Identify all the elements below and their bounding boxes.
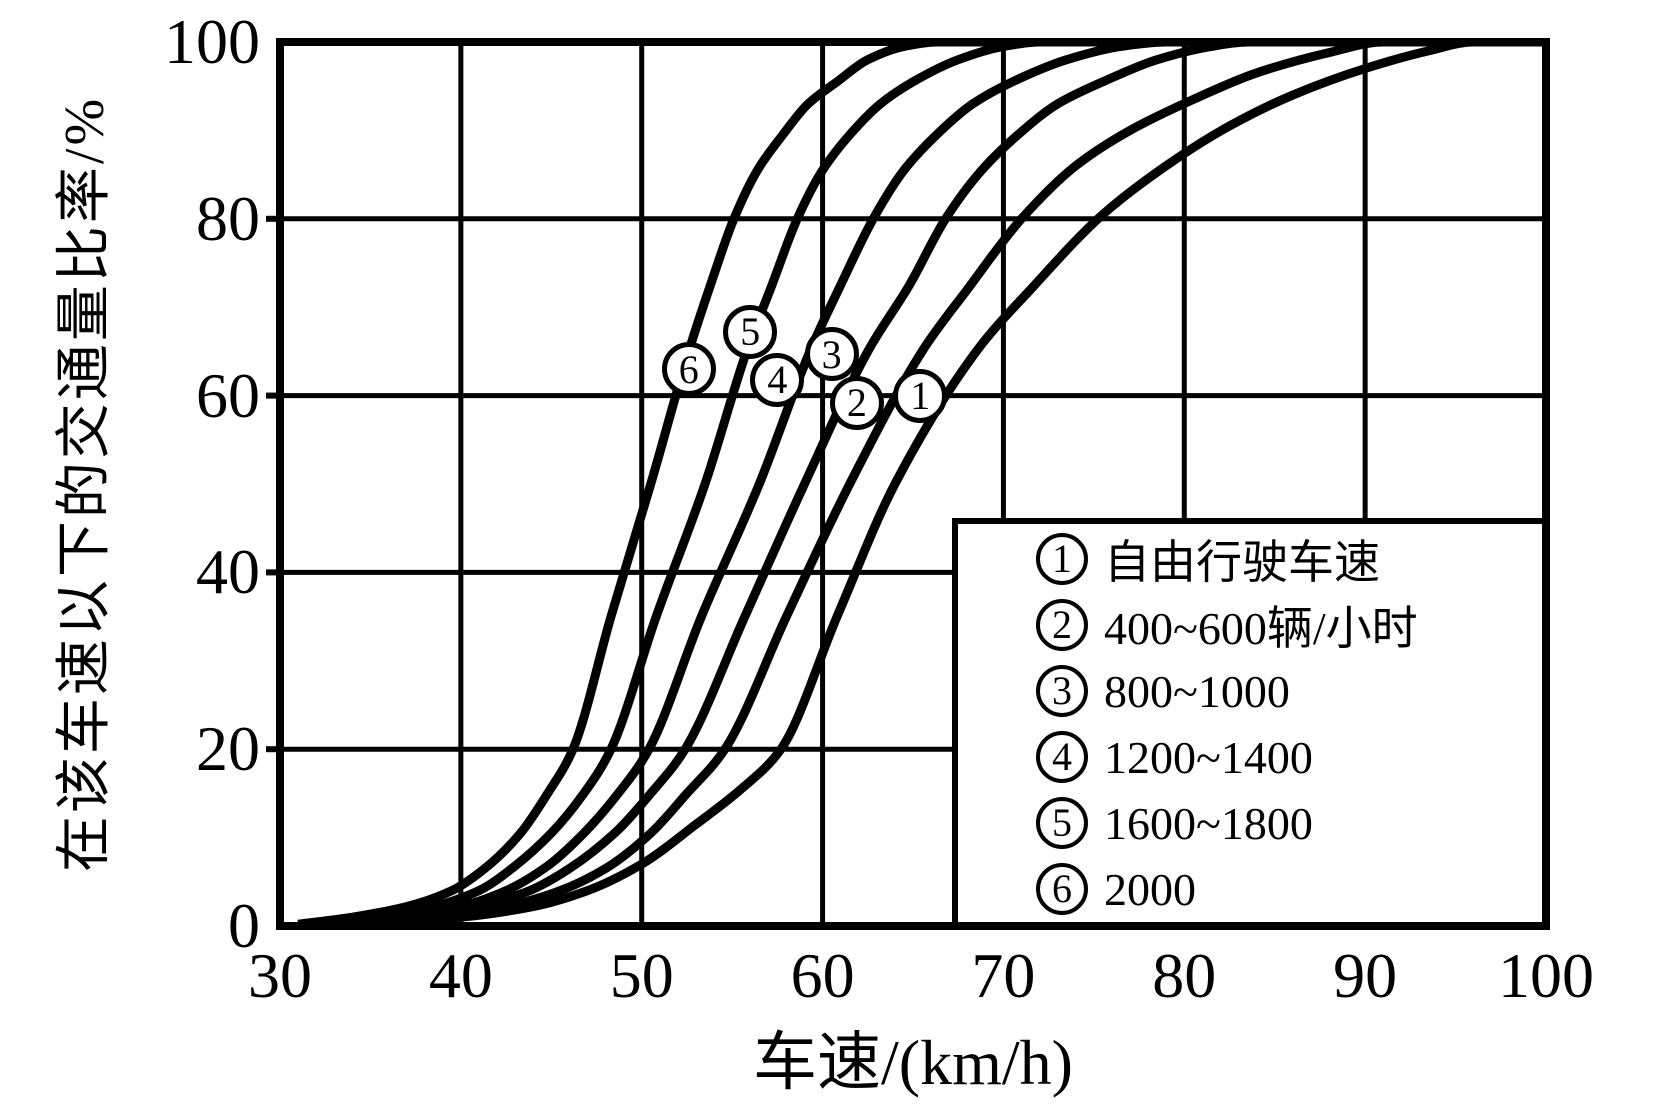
curve-label-circle-3: 3 (804, 327, 859, 382)
y-tick-label-80: 80 (196, 182, 260, 254)
x-tick-label-70: 70 (971, 940, 1036, 1011)
curve-6 (297, 42, 1546, 926)
x-tick-label-40: 40 (428, 940, 493, 1011)
legend-item-1: 1 自由行驶车速 (1036, 526, 1542, 592)
x-tick-label-60: 60 (790, 940, 855, 1011)
legend-label-2: 400~600辆/小时 (1104, 603, 1418, 654)
curve-label-circle-2: 2 (829, 375, 884, 430)
x-tick-label-100: 100 (1498, 940, 1594, 1011)
x-axis-title: 车速/(km/h) (753, 1027, 1073, 1098)
y-tick-label-0: 0 (228, 890, 260, 961)
legend-marker-circle-2: 2 (1036, 599, 1088, 651)
y-tick-label-60: 60 (196, 359, 260, 431)
plot-border (276, 38, 1550, 930)
curve-label-circle-6: 6 (661, 342, 716, 397)
legend-box: 1 自由行驶车速 2 400~600辆/小时 3 800~1000 4 1200~1400 5 1… (952, 518, 1542, 922)
y-tick-label-40: 40 (196, 536, 260, 608)
legend-marker-circle-3: 3 (1036, 665, 1088, 717)
legend-marker-circle-6: 6 (1036, 863, 1088, 915)
legend-item-4: 4 1200~1400 (1036, 724, 1542, 790)
x-tick-label-80: 80 (1152, 940, 1217, 1011)
y-axis-title: 在该车速以下的交通量比率/% (53, 95, 116, 873)
curve-2 (333, 42, 1546, 926)
curve-3 (324, 42, 1546, 926)
curve-label-circle-5: 5 (723, 304, 778, 359)
legend-item-5: 5 1600~1800 (1036, 790, 1542, 856)
legend-label-6: 2000 (1104, 863, 1196, 915)
legend-label-4: 1200~1400 (1104, 731, 1313, 783)
x-tick-label-50: 50 (609, 940, 674, 1011)
legend-marker-circle-5: 5 (1036, 797, 1088, 849)
x-tick-label-90: 90 (1333, 940, 1398, 1011)
y-tick-label-100: 100 (164, 6, 260, 77)
legend-marker-circle-1: 1 (1036, 533, 1088, 585)
legend-label-3: 800~1000 (1104, 665, 1290, 717)
curve-label-circle-1: 1 (893, 368, 948, 423)
curve-label-circle-4: 4 (750, 352, 805, 407)
curve-1 (352, 42, 1546, 926)
legend-item-3: 3 800~1000 (1036, 658, 1542, 724)
legend-marker-circle-4: 4 (1036, 731, 1088, 783)
legend-label-5: 1600~1800 (1104, 797, 1313, 849)
legend-label-1: 自由行驶车速 (1104, 537, 1380, 588)
x-tick-label-30: 30 (248, 940, 312, 1011)
legend-item-2: 2 400~600辆/小时 (1036, 592, 1542, 658)
y-tick-label-20: 20 (196, 713, 260, 785)
legend-item-6: 6 2000 (1036, 856, 1542, 922)
